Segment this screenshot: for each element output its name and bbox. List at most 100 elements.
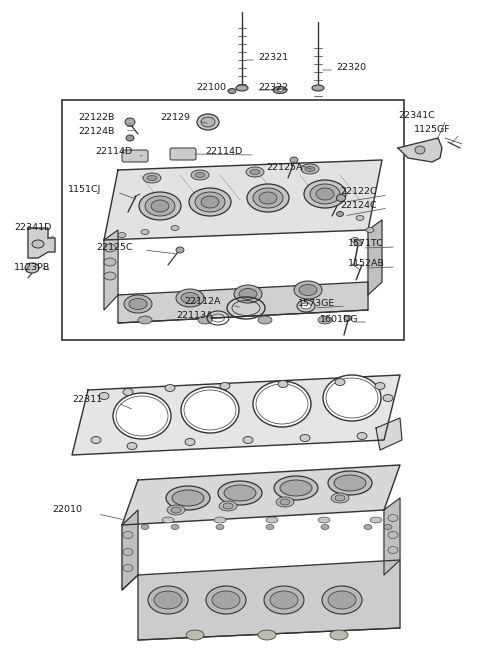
Ellipse shape	[218, 481, 262, 505]
FancyBboxPatch shape	[170, 148, 196, 160]
Ellipse shape	[351, 238, 359, 242]
Ellipse shape	[280, 480, 312, 496]
Ellipse shape	[294, 281, 322, 299]
Ellipse shape	[304, 180, 346, 208]
Polygon shape	[122, 465, 400, 525]
Ellipse shape	[335, 495, 345, 501]
Text: 1125GF: 1125GF	[414, 126, 451, 134]
Ellipse shape	[357, 432, 367, 440]
Ellipse shape	[219, 501, 237, 511]
Ellipse shape	[335, 379, 345, 385]
Polygon shape	[376, 418, 402, 450]
Ellipse shape	[220, 383, 230, 389]
FancyBboxPatch shape	[122, 150, 148, 162]
Polygon shape	[138, 560, 400, 640]
Ellipse shape	[328, 591, 356, 609]
Ellipse shape	[206, 586, 246, 614]
Ellipse shape	[331, 493, 349, 503]
Ellipse shape	[246, 167, 264, 177]
Ellipse shape	[301, 303, 311, 309]
Ellipse shape	[323, 375, 381, 421]
Ellipse shape	[253, 188, 283, 208]
Ellipse shape	[189, 188, 231, 216]
Ellipse shape	[123, 565, 133, 571]
Text: 22124B: 22124B	[78, 126, 114, 136]
Ellipse shape	[299, 285, 317, 295]
Text: 22320: 22320	[336, 64, 366, 73]
Ellipse shape	[356, 216, 364, 220]
Ellipse shape	[273, 87, 287, 93]
Ellipse shape	[243, 436, 253, 444]
Ellipse shape	[123, 549, 133, 555]
Ellipse shape	[280, 499, 290, 505]
Text: 22321: 22321	[258, 54, 288, 62]
Ellipse shape	[212, 591, 240, 609]
Ellipse shape	[201, 196, 219, 208]
Ellipse shape	[239, 289, 257, 299]
Ellipse shape	[274, 476, 318, 500]
Ellipse shape	[139, 192, 181, 220]
Text: 1573GE: 1573GE	[298, 299, 335, 308]
Text: 22124C: 22124C	[340, 201, 377, 209]
Ellipse shape	[336, 211, 344, 216]
Ellipse shape	[266, 517, 278, 523]
Ellipse shape	[415, 146, 425, 154]
Ellipse shape	[344, 316, 352, 320]
Ellipse shape	[123, 389, 133, 395]
Ellipse shape	[195, 192, 225, 212]
Ellipse shape	[126, 135, 134, 141]
Ellipse shape	[388, 514, 398, 522]
Ellipse shape	[364, 524, 372, 530]
Ellipse shape	[138, 316, 152, 324]
Ellipse shape	[124, 295, 152, 313]
Ellipse shape	[270, 591, 298, 609]
Ellipse shape	[123, 532, 133, 538]
Ellipse shape	[91, 436, 101, 444]
Text: 22129: 22129	[160, 113, 190, 122]
Ellipse shape	[141, 230, 149, 234]
Ellipse shape	[127, 442, 137, 449]
Polygon shape	[28, 228, 55, 258]
Ellipse shape	[104, 244, 116, 252]
Ellipse shape	[191, 170, 209, 180]
Ellipse shape	[278, 381, 288, 387]
Ellipse shape	[318, 316, 332, 324]
Text: 1601DG: 1601DG	[320, 316, 359, 324]
Ellipse shape	[247, 184, 289, 212]
Ellipse shape	[181, 387, 239, 433]
Ellipse shape	[224, 485, 256, 501]
Text: 1152AB: 1152AB	[348, 260, 385, 269]
Ellipse shape	[290, 157, 298, 163]
Ellipse shape	[195, 173, 205, 177]
Ellipse shape	[198, 316, 212, 324]
Text: 22322: 22322	[258, 83, 288, 93]
Ellipse shape	[172, 490, 204, 506]
Ellipse shape	[171, 507, 181, 513]
Ellipse shape	[25, 263, 39, 273]
Ellipse shape	[330, 630, 348, 640]
Ellipse shape	[154, 591, 182, 609]
Ellipse shape	[151, 200, 169, 212]
Ellipse shape	[176, 289, 204, 307]
Ellipse shape	[167, 505, 185, 515]
Text: 22114D: 22114D	[95, 148, 132, 156]
Ellipse shape	[236, 85, 248, 91]
Text: 22341C: 22341C	[398, 111, 435, 120]
Ellipse shape	[143, 173, 161, 183]
Polygon shape	[72, 375, 400, 455]
Ellipse shape	[166, 486, 210, 510]
Text: 22125A: 22125A	[266, 164, 302, 173]
Ellipse shape	[336, 195, 346, 201]
Ellipse shape	[129, 299, 147, 310]
Ellipse shape	[176, 247, 184, 253]
Ellipse shape	[318, 517, 330, 523]
Ellipse shape	[366, 228, 374, 232]
Text: 22100: 22100	[196, 83, 226, 93]
Ellipse shape	[250, 169, 260, 175]
Text: 22122C: 22122C	[340, 187, 377, 197]
Text: 22125C: 22125C	[96, 244, 132, 252]
Polygon shape	[104, 230, 118, 310]
Ellipse shape	[258, 316, 272, 324]
Ellipse shape	[104, 258, 116, 266]
Ellipse shape	[201, 117, 215, 127]
